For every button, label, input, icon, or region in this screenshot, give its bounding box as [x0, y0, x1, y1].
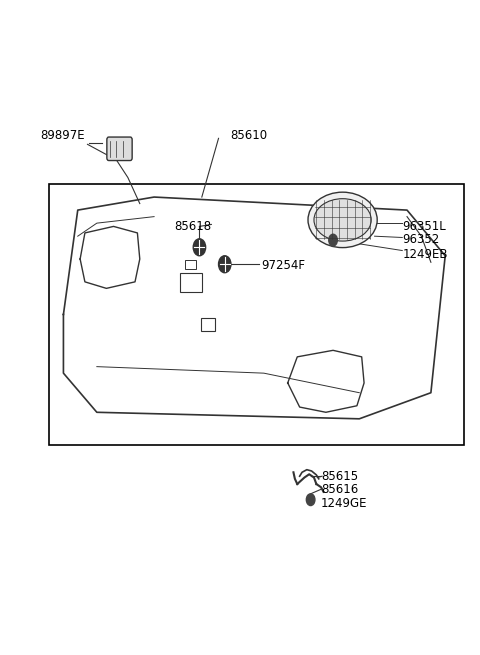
- Text: 1249EB: 1249EB: [402, 248, 448, 261]
- Text: 85610: 85610: [230, 128, 267, 141]
- Text: 85615: 85615: [321, 470, 358, 483]
- Text: 85616: 85616: [321, 483, 359, 496]
- Circle shape: [329, 234, 337, 246]
- Text: 89897E: 89897E: [40, 128, 85, 141]
- Text: 1249GE: 1249GE: [321, 497, 368, 510]
- Text: 96351L: 96351L: [402, 220, 446, 233]
- Circle shape: [306, 494, 315, 506]
- Ellipse shape: [308, 192, 377, 248]
- Ellipse shape: [314, 198, 371, 241]
- Circle shape: [193, 239, 205, 255]
- Text: 85618: 85618: [174, 220, 211, 233]
- Circle shape: [218, 255, 231, 272]
- Text: 96352: 96352: [402, 233, 440, 246]
- Text: 97254F: 97254F: [262, 259, 305, 272]
- FancyBboxPatch shape: [107, 137, 132, 160]
